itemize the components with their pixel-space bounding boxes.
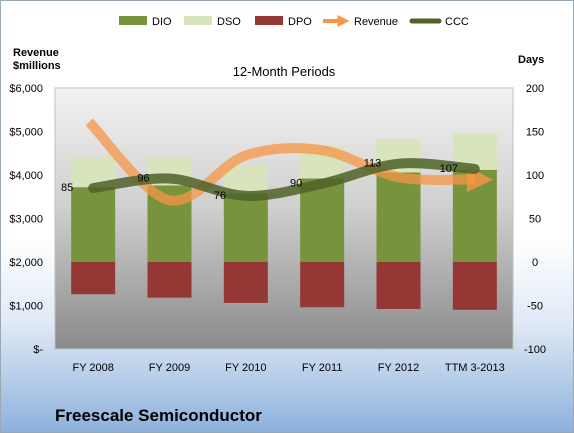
left-tick-label: $4,000 — [9, 170, 43, 182]
ccc-line — [88, 158, 480, 201]
ccc-data-label: 85 — [61, 182, 73, 194]
dpo-bar — [71, 262, 116, 295]
right-tick-label: -100 — [524, 344, 546, 356]
dio-bar — [376, 172, 421, 262]
right-axis-title: Days — [518, 54, 544, 66]
right-tick-label: -50 — [527, 301, 543, 313]
left-axis-title-line1: Revenue — [13, 47, 59, 59]
ccc-data-label: 96 — [137, 172, 149, 184]
category-label: FY 2009 — [149, 362, 190, 374]
plot-area — [54, 87, 514, 350]
legend-label: Revenue — [354, 16, 398, 28]
left-tick-label: $1,000 — [9, 301, 43, 313]
dpo-bar — [376, 262, 421, 309]
left-tick-label: $- — [33, 344, 43, 356]
dpo-bar — [147, 262, 192, 298]
dso-bar — [223, 165, 268, 194]
legend-swatch — [184, 16, 212, 25]
category-label: FY 2011 — [302, 362, 343, 374]
legend-label: DIO — [152, 16, 172, 28]
dio-bar — [223, 193, 268, 262]
dio-bar — [300, 178, 345, 262]
right-tick-label: 0 — [532, 257, 538, 269]
ccc-data-label: 107 — [440, 163, 458, 175]
legend-label: CCC — [445, 16, 469, 28]
revenue-line — [85, 118, 494, 206]
dpo-bar — [452, 262, 497, 310]
dio-bar — [71, 187, 116, 262]
dpo-bar — [300, 262, 345, 308]
right-tick-label: 200 — [526, 83, 544, 95]
chart-title: 12-Month Periods — [233, 64, 336, 79]
legend-swatch — [255, 16, 283, 25]
left-axis-title-line2: $millions — [13, 60, 61, 72]
right-tick-label: 150 — [526, 127, 544, 139]
legend-label: DPO — [288, 16, 312, 28]
category-label: TTM 3-2013 — [445, 362, 505, 374]
left-tick-label: $2,000 — [9, 257, 43, 269]
ccc-data-label: 113 — [364, 158, 382, 170]
legend-label: DSO — [217, 16, 241, 28]
category-label: FY 2008 — [72, 362, 113, 374]
right-tick-label: 50 — [529, 214, 541, 226]
ccc-data-label: 90 — [290, 178, 302, 190]
dpo-bar — [223, 262, 268, 303]
left-tick-label: $6,000 — [9, 83, 43, 95]
right-tick-label: 100 — [526, 170, 544, 182]
left-tick-label: $5,000 — [9, 127, 43, 139]
ccc-data-label: 76 — [214, 190, 226, 202]
left-tick-label: $3,000 — [9, 214, 43, 226]
category-label: FY 2010 — [225, 362, 266, 374]
company-name: Freescale Semiconductor — [55, 406, 262, 425]
category-label: FY 2012 — [378, 362, 419, 374]
legend-swatch — [119, 16, 147, 25]
